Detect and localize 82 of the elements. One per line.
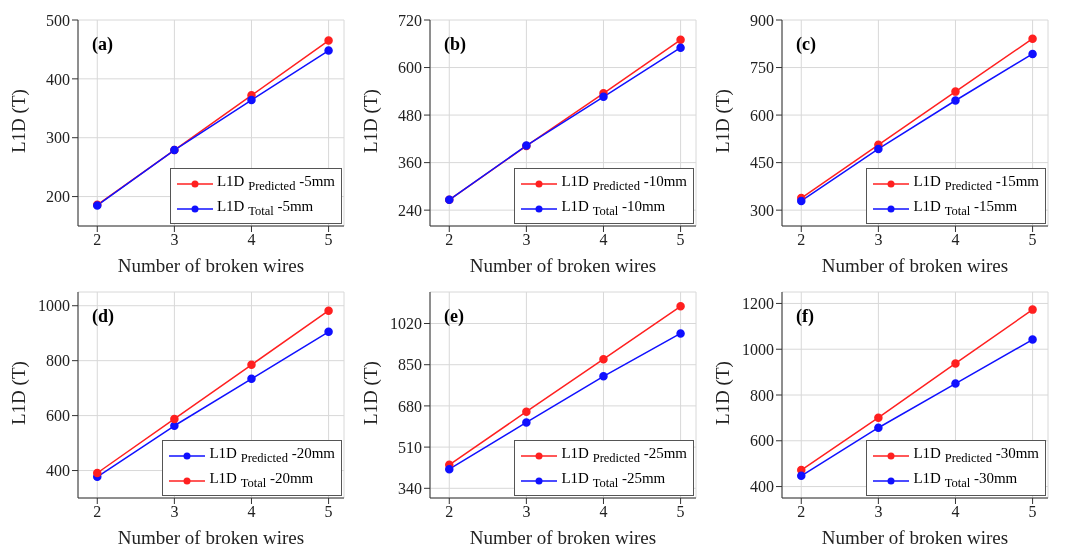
y-tick-label: 1000	[38, 297, 70, 315]
text: (f)	[796, 306, 814, 327]
legend-label: L1D $_{Total}$ -10mm	[561, 197, 666, 220]
x-tick-label: 5	[1028, 231, 1037, 249]
text: (b)	[444, 34, 466, 55]
y-tick-label: 600	[750, 106, 774, 124]
x-axis-title: Number of broken wires	[117, 255, 305, 276]
text: (a)	[92, 34, 113, 55]
y-tick-label: 360	[398, 154, 422, 172]
x-tick-label: 3	[170, 503, 179, 521]
x-tick-label: 3	[170, 231, 179, 249]
legend-label: L1D $_{Total}$ -20mm	[209, 469, 314, 492]
x-axis-title: Number of broken wires	[821, 527, 1009, 548]
x-tick-label: 4	[951, 231, 960, 249]
x-tick-label: 4	[599, 231, 608, 249]
y-tick-label: 850	[398, 356, 422, 374]
y-tick-label: 1200	[742, 295, 774, 313]
x-tick-label: 2	[93, 503, 102, 521]
x-tick-label: 4	[599, 503, 608, 521]
y-tick-label: 480	[398, 106, 422, 124]
x-tick-label: 3	[522, 231, 531, 249]
x-tick-label: 5	[324, 231, 333, 249]
y-tick-label: 450	[750, 154, 774, 172]
x-tick-label: 3	[522, 503, 531, 521]
legend-label: L1D $_{Predicted}$ -5mm	[216, 172, 335, 195]
y-tick-label: 300	[750, 201, 774, 219]
legend-label: L1D $_{Total}$ -30mm	[913, 469, 1018, 492]
y-axis-title: L1D (T)	[359, 361, 382, 425]
x-tick-label: 5	[1028, 503, 1037, 521]
x-tick-label: 4	[247, 231, 256, 249]
x-tick-label: 2	[445, 503, 454, 521]
y-tick-label: 400	[46, 70, 70, 88]
y-axis-title: L1D (T)	[7, 89, 30, 153]
x-axis-title: Number of broken wires	[469, 527, 657, 548]
y-tick-label: 900	[750, 11, 774, 29]
y-tick-label: 300	[46, 129, 70, 147]
y-tick-label: 750	[750, 59, 774, 77]
y-tick-label: 510	[398, 438, 422, 456]
x-tick-label: 4	[247, 503, 256, 521]
legend-label: L1D $_{Total}$ -15mm	[913, 197, 1018, 220]
x-tick-label: 2	[797, 231, 806, 249]
y-axis-title: L1D (T)	[711, 89, 734, 153]
y-tick-label: 200	[46, 188, 70, 206]
y-tick-label: 400	[46, 462, 70, 480]
x-tick-label: 2	[445, 231, 454, 249]
y-tick-label: 800	[750, 386, 774, 404]
text: (d)	[92, 306, 114, 327]
y-tick-label: 600	[46, 407, 70, 425]
y-tick-label: 600	[750, 432, 774, 450]
legend-label: L1D $_{Predicted}$ -25mm	[561, 444, 687, 467]
y-axis-title: L1D (T)	[7, 361, 30, 425]
y-tick-label: 720	[398, 11, 422, 29]
x-tick-label: 3	[874, 503, 883, 521]
legend-label: L1D $_{Predicted}$ -30mm	[913, 444, 1039, 467]
y-tick-label: 600	[398, 59, 422, 77]
text: (c)	[796, 34, 816, 55]
y-tick-label: 340	[398, 479, 422, 497]
x-tick-label: 5	[676, 503, 685, 521]
legend-label: L1D $_{Total}$ -5mm	[216, 197, 314, 220]
x-axis-title: Number of broken wires	[117, 527, 305, 548]
legend-label: L1D $_{Total}$ -25mm	[561, 469, 666, 492]
y-tick-label: 500	[46, 11, 70, 29]
y-tick-label: 1020	[390, 315, 422, 333]
legend-label: L1D $_{Predicted}$ -15mm	[913, 172, 1039, 195]
y-tick-label: 800	[46, 352, 70, 370]
y-tick-label: 240	[398, 201, 422, 219]
x-tick-label: 2	[93, 231, 102, 249]
legend-label: L1D $_{Predicted}$ -10mm	[561, 172, 687, 195]
x-tick-label: 4	[951, 503, 960, 521]
x-axis-title: Number of broken wires	[821, 255, 1009, 276]
x-tick-label: 2	[797, 503, 806, 521]
x-tick-label: 5	[676, 231, 685, 249]
y-tick-label: 680	[398, 397, 422, 415]
y-tick-label: 1000	[742, 340, 774, 358]
x-tick-label: 5	[324, 503, 333, 521]
y-axis-title: L1D (T)	[359, 89, 382, 153]
x-axis-title: Number of broken wires	[469, 255, 657, 276]
y-tick-label: 400	[750, 478, 774, 496]
text: (e)	[444, 306, 464, 327]
legend-label: L1D $_{Predicted}$ -20mm	[209, 444, 335, 467]
x-tick-label: 3	[874, 231, 883, 249]
y-axis-title: L1D (T)	[711, 361, 734, 425]
